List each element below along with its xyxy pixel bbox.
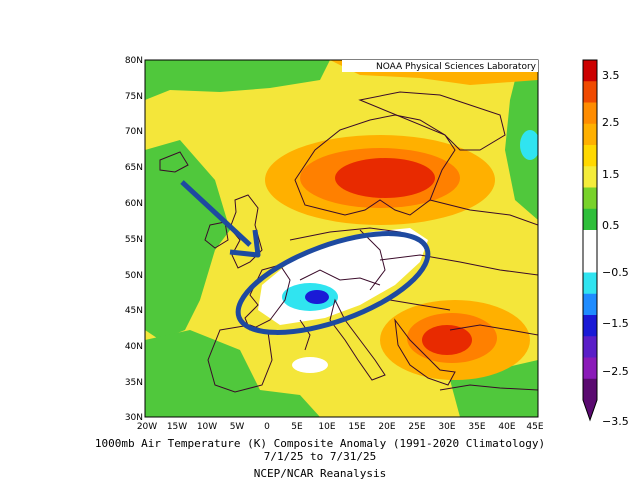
colorbar-label-1-5: 1.5 bbox=[602, 168, 620, 181]
colorbar-segments bbox=[583, 60, 597, 420]
annotation-arrow-shaft bbox=[180, 180, 252, 247]
lat-tick-70n: 70N bbox=[125, 127, 143, 137]
anomaly-cyan-east bbox=[520, 130, 538, 160]
colorbar-label-neg-3-5: −3.5 bbox=[602, 415, 629, 428]
colorbar-segment bbox=[583, 123, 597, 146]
anomaly-green-west bbox=[145, 140, 230, 340]
lat-tick-35n: 35N bbox=[125, 378, 143, 388]
anomaly-red-balkans bbox=[422, 325, 472, 355]
coastlines bbox=[159, 91, 538, 393]
colorbar-segment bbox=[583, 336, 597, 358]
lat-tick-60n: 60N bbox=[125, 199, 143, 209]
colorbar-segment bbox=[583, 187, 597, 210]
colorbar-segment bbox=[583, 251, 597, 273]
latitude-axis: 80N 75N 70N 65N 60N 55N 50N 45N 40N 35N … bbox=[125, 56, 143, 423]
colorbar-tip bbox=[583, 400, 597, 420]
colorbar-segment bbox=[583, 293, 597, 316]
colorbar-segment bbox=[583, 357, 597, 380]
lon-tick-40e: 40E bbox=[498, 422, 515, 432]
data-source: NCEP/NCAR Reanalysis bbox=[253, 467, 387, 480]
map-frame bbox=[144, 59, 539, 418]
longitude-axis: 20W 15W 10W 5W 0 5E 10E 15E 20E 25E 30E … bbox=[137, 422, 544, 432]
colorbar-segment bbox=[583, 102, 597, 125]
colorbar-segment bbox=[583, 208, 597, 231]
lon-tick-0: 0 bbox=[264, 422, 270, 432]
date-range: 7/1/25 to 7/31/25 bbox=[263, 450, 377, 463]
lon-tick-5e: 5E bbox=[291, 422, 303, 432]
lat-tick-45n: 45N bbox=[125, 306, 143, 316]
annotation-arrow-head bbox=[229, 229, 261, 258]
anomaly-neutral-mediterranean bbox=[292, 357, 328, 373]
anomaly-green-north bbox=[145, 60, 330, 100]
lon-tick-10e: 10E bbox=[318, 422, 335, 432]
lat-tick-75n: 75N bbox=[125, 92, 143, 102]
colorbar-label-3-5: 3.5 bbox=[602, 69, 620, 82]
lat-tick-80n: 80N bbox=[125, 56, 143, 66]
colorbar-segment bbox=[583, 166, 597, 188]
lon-tick-20e: 20E bbox=[378, 422, 395, 432]
colorbar-label-neg-1-5: −1.5 bbox=[602, 317, 629, 330]
colorbar-segment bbox=[583, 60, 597, 82]
credit-box bbox=[342, 60, 538, 72]
annotation-ellipse bbox=[235, 231, 431, 335]
colorbar-label-neg-0-5: −0.5 bbox=[602, 266, 629, 279]
colorbar-frame bbox=[582, 59, 598, 422]
colorbar-segment bbox=[583, 145, 597, 167]
colorbar-label-0-5: 0.5 bbox=[602, 219, 620, 232]
colorbar-segment bbox=[583, 315, 597, 337]
colorbar-segment bbox=[583, 230, 597, 252]
lon-tick-15e: 15E bbox=[348, 422, 365, 432]
lon-tick-45e: 45E bbox=[526, 422, 543, 432]
credit-label: NOAA Physical Sciences Laboratory bbox=[376, 62, 537, 72]
lat-tick-30n: 30N bbox=[125, 413, 143, 423]
lon-tick-25e: 25E bbox=[408, 422, 425, 432]
lon-tick-20w: 20W bbox=[137, 422, 157, 432]
lon-tick-10w: 10W bbox=[197, 422, 217, 432]
lat-tick-40n: 40N bbox=[125, 342, 143, 352]
colorbar-segment bbox=[583, 378, 597, 401]
colorbar-segment bbox=[583, 272, 597, 295]
lat-tick-65n: 65N bbox=[125, 163, 143, 173]
lon-tick-30e: 30E bbox=[438, 422, 455, 432]
anomaly-green-southeast bbox=[450, 360, 538, 417]
colorbar-label-2-5: 2.5 bbox=[602, 116, 620, 129]
anomaly-blue-cool bbox=[305, 290, 329, 304]
lon-tick-35e: 35E bbox=[468, 422, 485, 432]
colorbar: 3.5 2.5 1.5 0.5 −0.5 −1.5 −2.5 −3.5 bbox=[582, 59, 629, 428]
lon-tick-15w: 15W bbox=[167, 422, 187, 432]
colorbar-label-neg-2-5: −2.5 bbox=[602, 365, 629, 378]
anomaly-green-southwest bbox=[145, 330, 320, 417]
anomaly-red-scandinavia bbox=[335, 158, 435, 198]
map-title: 1000mb Air Temperature (K) Composite Ano… bbox=[94, 437, 546, 450]
lon-tick-5w: 5W bbox=[230, 422, 245, 432]
anomaly-field bbox=[145, 60, 538, 417]
lat-tick-55n: 55N bbox=[125, 235, 143, 245]
colorbar-segment bbox=[583, 81, 597, 103]
lat-tick-50n: 50N bbox=[125, 271, 143, 281]
